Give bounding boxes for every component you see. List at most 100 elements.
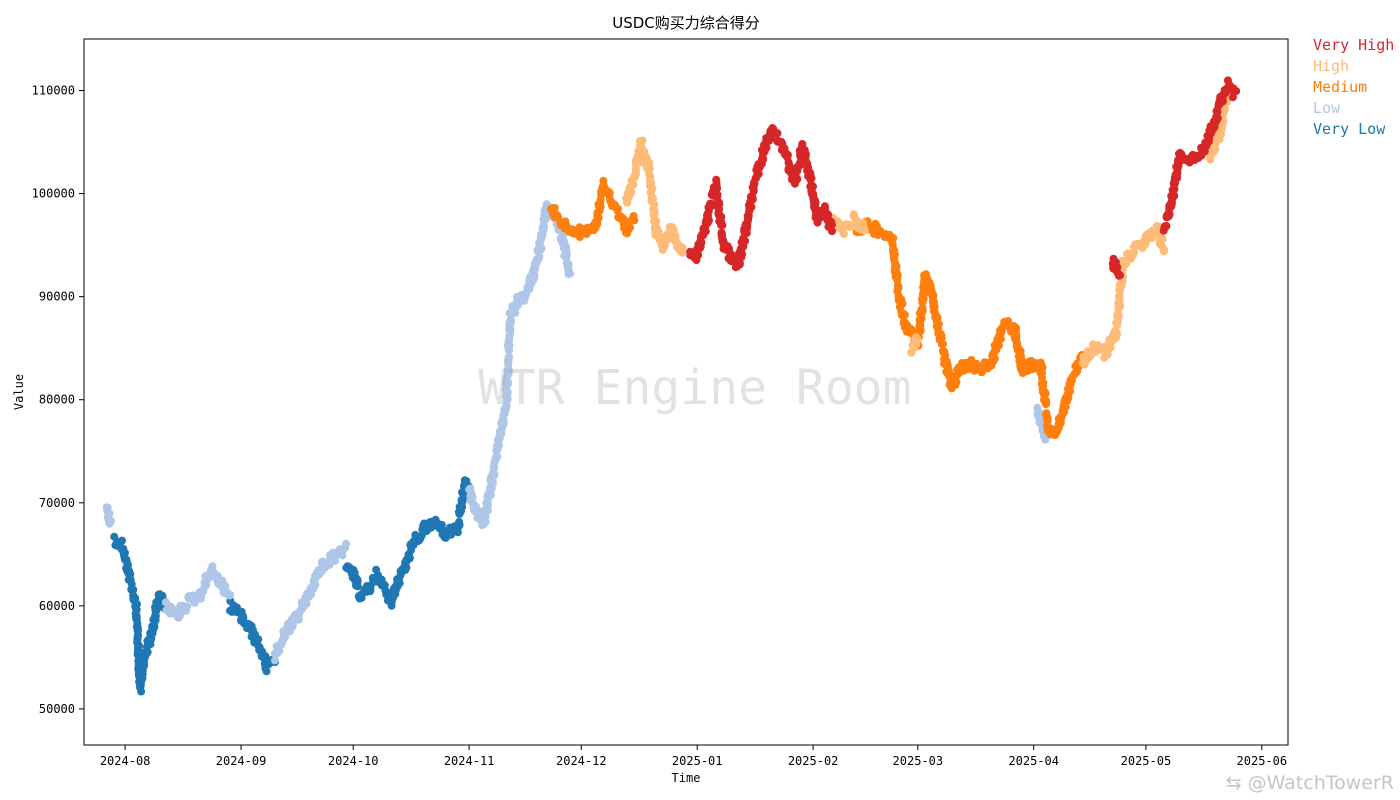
data-point-very-low [238, 612, 247, 620]
x-tick-label: 2025-04 [1008, 754, 1059, 768]
legend: Very High High Medium Low Very Low [1313, 35, 1394, 140]
y-axis: 50000 60000 70000 80000 90000 100000 110000 [32, 84, 84, 716]
data-point-very-low [458, 496, 467, 505]
legend-item-medium: Medium [1313, 78, 1368, 96]
y-tick-label: 80000 [39, 393, 75, 407]
data-point-low [221, 581, 230, 590]
credit-watermark: ⇆ @WatchTowerR [1225, 772, 1394, 794]
data-point-medium [898, 299, 907, 308]
data-point-very-high [1114, 271, 1123, 280]
data-point-medium [918, 304, 927, 313]
data-point-medium [995, 341, 1003, 350]
data-point-low [521, 292, 530, 301]
data-point-very-high [718, 221, 727, 230]
y-tick-label: 70000 [39, 496, 75, 510]
data-point-very-high [1167, 198, 1176, 207]
data-point-very-high [1165, 210, 1174, 219]
data-point-medium [952, 378, 961, 387]
data-point-medium [550, 204, 559, 212]
data-point-low [565, 269, 574, 278]
data-point-high [1211, 145, 1220, 154]
x-tick-label: 2024-11 [444, 754, 495, 768]
data-point-high [1158, 235, 1167, 244]
data-point-medium [939, 340, 947, 348]
data-point-very-high [712, 178, 721, 187]
data-point-very-low [453, 528, 462, 537]
data-point-medium [891, 262, 900, 271]
x-axis-label: Time [672, 771, 701, 785]
data-point-very-high [748, 193, 757, 202]
data-point-medium [953, 369, 962, 378]
data-point-medium [630, 216, 639, 225]
data-point-high [839, 228, 848, 237]
data-points [102, 76, 1241, 696]
data-point-very-high [807, 174, 816, 183]
data-point-low [493, 452, 502, 461]
x-tick-label: 2025-03 [893, 754, 944, 768]
data-point-very-high [754, 169, 763, 178]
data-point-very-high [793, 175, 802, 184]
data-point-medium [929, 291, 938, 299]
data-point-low [289, 620, 297, 629]
data-point-medium [599, 176, 608, 185]
data-point-low [538, 231, 547, 239]
x-tick-label: 2025-06 [1237, 754, 1288, 768]
data-point-low [531, 265, 539, 274]
data-point-very-high [1213, 114, 1222, 123]
data-point-high [627, 188, 636, 197]
data-point-low [183, 602, 192, 611]
data-point-very-high [1113, 263, 1122, 272]
data-point-low [311, 580, 320, 589]
data-point-medium [900, 310, 909, 319]
data-point-medium [1038, 369, 1047, 378]
data-point-very-high [773, 129, 782, 138]
data-point-very-low [380, 581, 389, 590]
data-point-low [539, 223, 548, 232]
data-point-high [913, 335, 922, 344]
data-point-very-low [455, 521, 464, 530]
data-point-low [489, 469, 498, 478]
data-point-very-high [803, 159, 812, 168]
data-point-very-low [357, 593, 366, 602]
data-point-very-high [1228, 93, 1237, 102]
data-point-very-high [1170, 192, 1179, 200]
data-point-low [535, 252, 544, 261]
data-point-low [226, 590, 235, 599]
data-point-very-low [262, 667, 271, 676]
data-point-low [1036, 416, 1045, 425]
data-point-very-high [697, 238, 706, 247]
chart-title: USDC购买力综合得分 [612, 14, 760, 32]
data-point-high [638, 136, 647, 145]
data-point-low [1035, 408, 1044, 417]
x-tick-label: 2024-10 [328, 754, 379, 768]
data-point-very-high [766, 134, 775, 143]
y-axis-label: Value [12, 374, 26, 410]
y-tick-label: 100000 [32, 187, 75, 201]
data-point-low [468, 493, 477, 502]
data-point-low [105, 509, 114, 518]
data-point-very-low [143, 648, 152, 657]
data-point-very-high [823, 209, 832, 218]
data-point-very-low [254, 635, 263, 644]
data-point-medium [1043, 414, 1052, 423]
data-point-very-high [1232, 87, 1241, 96]
data-point-very-low [437, 520, 446, 529]
data-point-low [338, 551, 347, 560]
data-point-medium [888, 239, 897, 248]
data-point-very-low [353, 581, 362, 590]
y-tick-label: 50000 [39, 702, 75, 716]
plot-frame [83, 38, 1289, 746]
data-point-very-low [137, 687, 146, 696]
data-point-low [502, 387, 511, 396]
data-point-high [650, 200, 659, 209]
data-point-very-high [828, 227, 836, 236]
data-point-very-high [741, 237, 750, 245]
data-point-low [1041, 435, 1050, 444]
data-point-low [331, 556, 340, 565]
data-point-medium [1041, 400, 1050, 409]
data-point-high [629, 180, 638, 189]
data-point-low [537, 244, 546, 253]
data-point-medium [605, 189, 614, 198]
data-point-high [860, 226, 869, 235]
